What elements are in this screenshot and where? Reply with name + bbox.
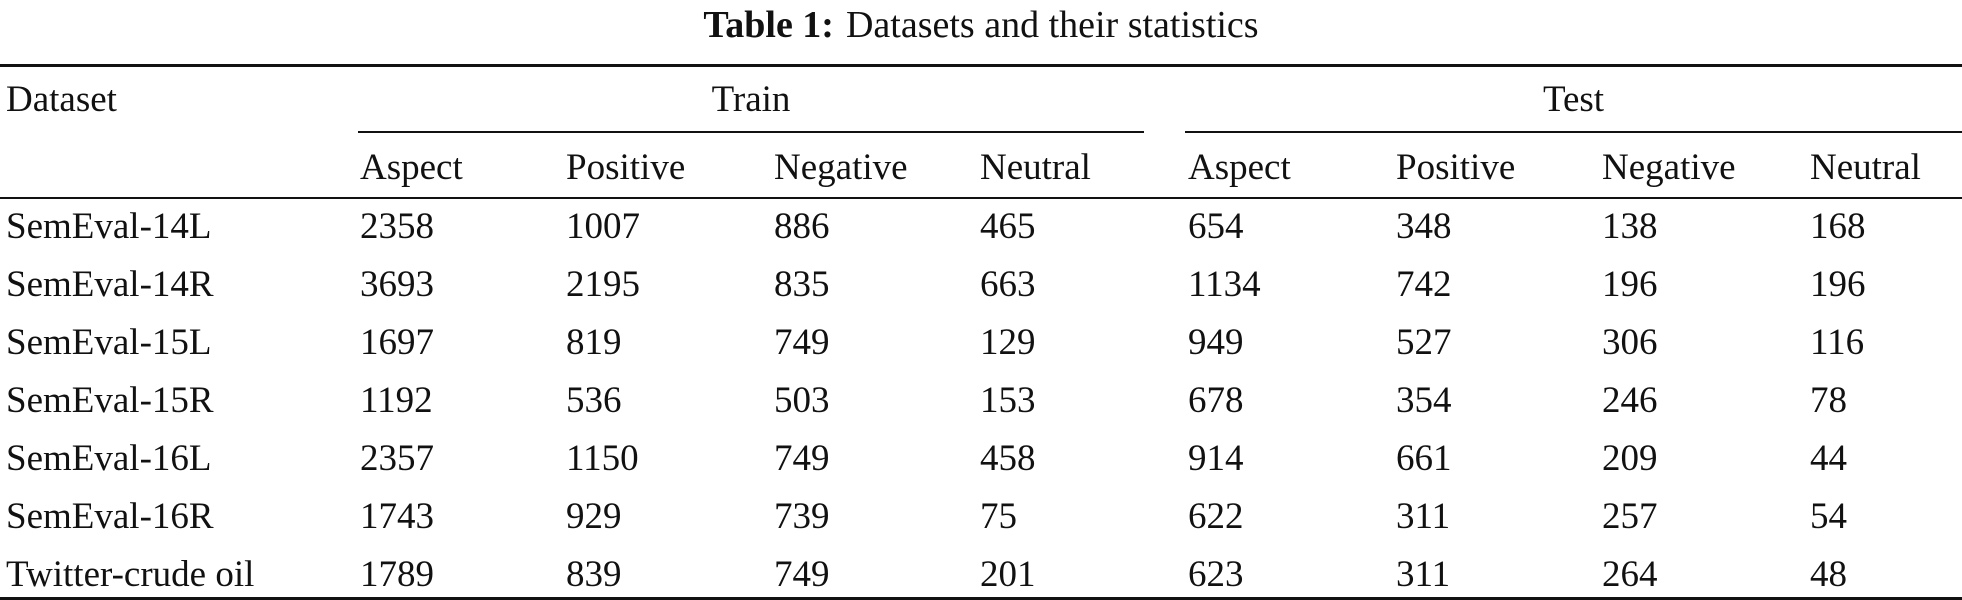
subheader-train-positive: Positive bbox=[566, 147, 686, 188]
table-cell: 749 bbox=[774, 322, 830, 363]
table-cell: 527 bbox=[1396, 322, 1452, 363]
table-cell: 622 bbox=[1188, 496, 1244, 537]
table-cell: 929 bbox=[566, 496, 622, 537]
test-group-header: Test bbox=[1542, 79, 1605, 120]
table-cell: 354 bbox=[1396, 380, 1452, 421]
table-cell: 835 bbox=[774, 264, 830, 305]
table-cell: 654 bbox=[1188, 206, 1244, 247]
table-cell: 306 bbox=[1602, 322, 1658, 363]
dataset-name-cell: SemEval-14L bbox=[6, 206, 212, 247]
table-cell: 257 bbox=[1602, 496, 1658, 537]
dataset-name-cell: SemEval-15R bbox=[6, 380, 214, 421]
table-caption-title: Datasets and their statistics bbox=[845, 4, 1259, 46]
table-cell: 348 bbox=[1396, 206, 1452, 247]
table-cell: 839 bbox=[566, 554, 622, 595]
table-cell: 116 bbox=[1810, 322, 1865, 363]
subheader-train-negative: Negative bbox=[774, 147, 908, 188]
train-group-rule bbox=[358, 131, 1144, 133]
table-cell: 1192 bbox=[360, 380, 433, 421]
table-cell: 742 bbox=[1396, 264, 1452, 305]
table-cell: 311 bbox=[1396, 496, 1451, 537]
table-cell: 54 bbox=[1810, 496, 1847, 537]
table-cell: 209 bbox=[1602, 438, 1658, 479]
table-bottom-rule bbox=[0, 597, 1962, 600]
table-cell: 2358 bbox=[360, 206, 434, 247]
table-cell: 503 bbox=[774, 380, 830, 421]
subheader-test-aspect: Aspect bbox=[1188, 147, 1291, 188]
subheader-test-positive: Positive bbox=[1396, 147, 1516, 188]
table-cell: 1150 bbox=[566, 438, 639, 479]
subheader-test-negative: Negative bbox=[1602, 147, 1736, 188]
table-cell: 663 bbox=[980, 264, 1036, 305]
table-cell: 196 bbox=[1602, 264, 1658, 305]
subheader-test-neutral: Neutral bbox=[1810, 147, 1921, 188]
train-group-header: Train bbox=[711, 79, 791, 120]
table-cell: 1134 bbox=[1188, 264, 1261, 305]
table-caption-label: Table 1: bbox=[703, 4, 834, 46]
table-cell: 458 bbox=[980, 438, 1036, 479]
table-cell: 749 bbox=[774, 554, 830, 595]
subheader-train-neutral: Neutral bbox=[980, 147, 1091, 188]
table-cell: 78 bbox=[1810, 380, 1847, 421]
table-cell: 819 bbox=[566, 322, 622, 363]
dataset-name-cell: SemEval-15L bbox=[6, 322, 212, 363]
table-cell: 48 bbox=[1810, 554, 1847, 595]
table-cell: 2195 bbox=[566, 264, 640, 305]
table-cell: 2357 bbox=[360, 438, 434, 479]
table-cell: 264 bbox=[1602, 554, 1658, 595]
table-cell: 678 bbox=[1188, 380, 1244, 421]
dataset-name-cell: SemEval-14R bbox=[6, 264, 214, 305]
table-cell: 949 bbox=[1188, 322, 1244, 363]
table-cell: 153 bbox=[980, 380, 1036, 421]
dataset-name-cell: Twitter-crude oil bbox=[6, 554, 255, 595]
table-cell: 129 bbox=[980, 322, 1036, 363]
table-cell: 886 bbox=[774, 206, 830, 247]
table-cell: 168 bbox=[1810, 206, 1866, 247]
test-group-rule bbox=[1185, 131, 1962, 133]
table-cell: 246 bbox=[1602, 380, 1658, 421]
table-cell: 1697 bbox=[360, 322, 434, 363]
table-cell: 1743 bbox=[360, 496, 434, 537]
table-cell: 3693 bbox=[360, 264, 434, 305]
dataset-column-header: Dataset bbox=[6, 79, 117, 120]
dataset-name-cell: SemEval-16R bbox=[6, 496, 214, 537]
table-header-rule bbox=[0, 197, 1962, 199]
table-cell: 623 bbox=[1188, 554, 1244, 595]
table-cell: 739 bbox=[774, 496, 830, 537]
table-cell: 1007 bbox=[566, 206, 640, 247]
table-cell: 75 bbox=[980, 496, 1017, 537]
table-caption: Table 1: Datasets and their statistics bbox=[0, 0, 1962, 52]
subheader-train-aspect: Aspect bbox=[360, 147, 463, 188]
table-cell: 138 bbox=[1602, 206, 1658, 247]
table-cell: 44 bbox=[1810, 438, 1847, 479]
table-cell: 196 bbox=[1810, 264, 1866, 305]
table-cell: 749 bbox=[774, 438, 830, 479]
table-cell: 311 bbox=[1396, 554, 1451, 595]
dataset-name-cell: SemEval-16L bbox=[6, 438, 212, 479]
table-cell: 914 bbox=[1188, 438, 1244, 479]
table-cell: 1789 bbox=[360, 554, 434, 595]
table-cell: 465 bbox=[980, 206, 1036, 247]
table-cell: 536 bbox=[566, 380, 622, 421]
table-cell: 661 bbox=[1396, 438, 1452, 479]
table-top-rule bbox=[0, 64, 1962, 67]
table-cell: 201 bbox=[980, 554, 1036, 595]
